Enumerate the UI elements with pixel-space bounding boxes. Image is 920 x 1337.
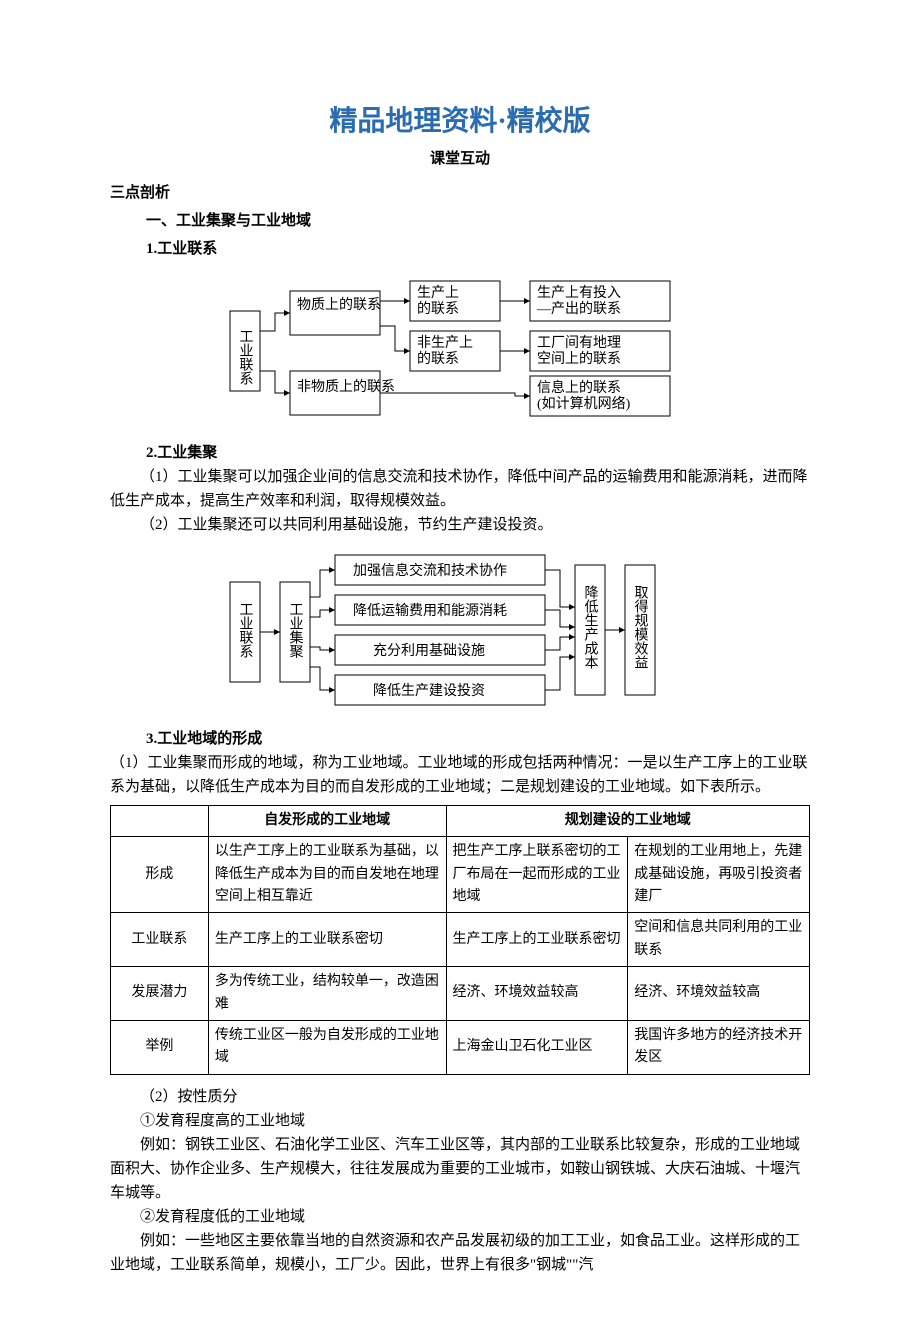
fig2-r1: 降低生产成本	[583, 585, 599, 669]
subsection-a: 一、工业集聚与工业地域	[146, 209, 810, 233]
fig1-b1b: 的联系	[417, 301, 459, 317]
para-a3-2b: ②发育程度低的工业地域	[110, 1205, 810, 1229]
fig2-l2: 工业集聚	[288, 602, 304, 659]
cell: 多为传统工业，结构较单一，改造困难	[208, 967, 446, 1021]
para-a3-2a-body: 例如：钢铁工业区、石油化学工业区、汽车工业区等，其内部的工业联系比较复杂，形成的…	[110, 1133, 810, 1205]
th-spontaneous: 自发形成的工业地域	[208, 805, 446, 836]
cell: 经济、环境效益较高	[628, 967, 810, 1021]
para-a3-1: （1）工业集聚而形成的地域，称为工业地域。工业地域的形成包括两种情况：一是以生产…	[110, 751, 810, 799]
para-a3-2a: ①发育程度高的工业地域	[110, 1109, 810, 1133]
fig1-r3b: (如计算机网络)	[537, 396, 631, 412]
cell: 把生产工序上联系密切的工厂布局在一起而形成的工业地域	[446, 837, 628, 913]
cell: 上海金山卫石化工业区	[446, 1020, 628, 1074]
item-2: 2.工业集聚	[146, 441, 810, 465]
para-a2-1: （1）工业集聚可以加强企业间的信息交流和技术协作，降低中间产品的运输费用和能源消…	[110, 465, 810, 513]
fig1-r1a: 生产上有投入	[537, 285, 621, 301]
cell: 在规划的工业用地上，先建成基础设施，再吸引投资者建厂	[628, 837, 810, 913]
cell: 我国许多地方的经济技术开发区	[628, 1020, 810, 1074]
cell: 以生产工序上的工业联系为基础，以降低生产成本为目的而自发地在地理空间上相互靠近	[208, 837, 446, 913]
page-subtitle: 课堂互动	[110, 147, 810, 171]
diagram-industrial-agglomeration: 工业联系 工业集聚 加强信息交流和技术协作 降低运输费用和能源消耗 充分利用基础…	[225, 547, 695, 717]
th-blank	[111, 805, 209, 836]
table-row: 发展潜力 多为传统工业，结构较单一，改造困难 经济、环境效益较高 经济、环境效益…	[111, 967, 810, 1021]
para-a3-2: （2）按性质分	[110, 1085, 810, 1109]
fig1-r2b: 空间上的联系	[537, 351, 621, 367]
table-row: 形成 以生产工序上的工业联系为基础，以降低生产成本为目的而自发地在地理空间上相互…	[111, 837, 810, 913]
diagram-industrial-links: 工业联系 物质上的联系 非物质上的联系 生产上 的联系 非生产上 的联系 生产上…	[225, 271, 695, 431]
cell: 经济、环境效益较高	[446, 967, 628, 1021]
item-1: 1.工业联系	[146, 237, 810, 261]
fig1-b2a: 非生产上	[417, 335, 473, 351]
table-row: 举例 传统工业区一般为自发形成的工业地域 上海金山卫石化工业区 我国许多地方的经…	[111, 1020, 810, 1074]
fig2-m3: 充分利用基础设施	[373, 642, 485, 659]
fig1-m1: 物质上的联系	[297, 297, 381, 313]
fig2-l1: 工业联系	[238, 602, 254, 658]
fig2-m2: 降低运输费用和能源消耗	[353, 603, 507, 619]
fig2-m4: 降低生产建设投资	[373, 683, 485, 699]
rowhead-links: 工业联系	[111, 913, 209, 967]
cell: 传统工业区一般为自发形成的工业地域	[208, 1020, 446, 1074]
fig1-m2: 非物质上的联系	[297, 379, 395, 395]
page-title: 精品地理资料·精校版	[110, 100, 810, 145]
cell: 生产工序上的工业联系密切	[208, 913, 446, 967]
fig1-r1b: —产出的联系	[536, 301, 621, 317]
fig2-m1: 加强信息交流和技术协作	[353, 562, 507, 579]
section-heading: 三点剖析	[110, 181, 810, 205]
rowhead-formation: 形成	[111, 837, 209, 913]
para-a2-2: （2）工业集聚还可以共同利用基础设施，节约生产建设投资。	[110, 513, 810, 537]
fig2-r2: 取得规模效益	[633, 585, 649, 669]
rowhead-example: 举例	[111, 1020, 209, 1074]
item-3: 3.工业地域的形成	[146, 727, 810, 751]
fig1-b2b: 的联系	[417, 351, 459, 367]
th-planned: 规划建设的工业地域	[446, 805, 809, 836]
para-a3-2b-body: 例如：一些地区主要依靠当地的自然资源和农产品发展初级的加工工业，如食品工业。这样…	[110, 1229, 810, 1277]
industrial-region-table: 自发形成的工业地域 规划建设的工业地域 形成 以生产工序上的工业联系为基础，以降…	[110, 805, 810, 1075]
fig1-r3a: 信息上的联系	[537, 379, 621, 396]
fig1-b1a: 生产上	[417, 285, 459, 301]
fig1-r2a: 工厂间有地理	[537, 335, 621, 351]
fig1-root: 工业联系	[238, 329, 254, 385]
cell: 空间和信息共同利用的工业联系	[628, 913, 810, 967]
cell: 生产工序上的工业联系密切	[446, 913, 628, 967]
rowhead-potential: 发展潜力	[111, 967, 209, 1021]
table-row: 工业联系 生产工序上的工业联系密切 生产工序上的工业联系密切 空间和信息共同利用…	[111, 913, 810, 967]
table-header-row: 自发形成的工业地域 规划建设的工业地域	[111, 805, 810, 836]
